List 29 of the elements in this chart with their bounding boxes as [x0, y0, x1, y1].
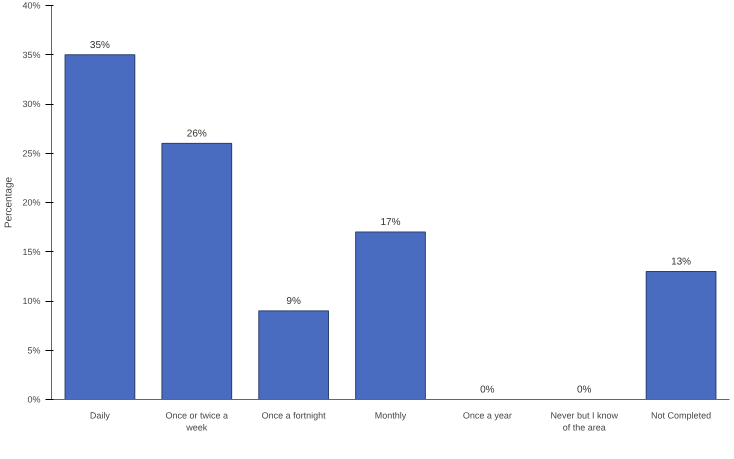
x-tick-label: Not Completed — [651, 410, 712, 420]
data-label: 26% — [186, 128, 207, 140]
y-tick-label: 40% — [22, 0, 40, 10]
data-label: 0% — [576, 384, 592, 396]
y-tick-label: 0% — [27, 394, 41, 404]
y-tick-label: 15% — [22, 246, 40, 257]
bar — [355, 232, 426, 400]
data-label: 9% — [286, 296, 301, 307]
data-label: 35% — [90, 40, 110, 51]
y-tick-label: 5% — [27, 345, 41, 356]
y-tick-label: 35% — [22, 50, 40, 60]
x-tick-label: Once a fortnight — [262, 410, 326, 420]
x-tick-label: Never but I know of the area — [550, 410, 618, 432]
bar — [161, 142, 232, 400]
y-axis-title: Percentage — [3, 176, 14, 228]
y-tick-label: 25% — [22, 148, 40, 158]
bar — [258, 310, 330, 400]
data-label: 13% — [671, 256, 692, 268]
y-tick-label: 20% — [22, 198, 40, 208]
x-tick-label: Daily — [90, 410, 110, 420]
data-label: 17% — [380, 217, 401, 228]
x-tick-label: Once a year — [462, 410, 512, 420]
y-tick-label: 10% — [22, 296, 40, 306]
bar — [64, 54, 136, 400]
data-label: 0% — [480, 384, 495, 396]
y-tick-label: 30% — [22, 99, 40, 109]
bar — [646, 270, 716, 400]
x-tick-label: Monthly — [374, 410, 407, 420]
x-tick-label: Once or twice a week — [166, 410, 228, 432]
